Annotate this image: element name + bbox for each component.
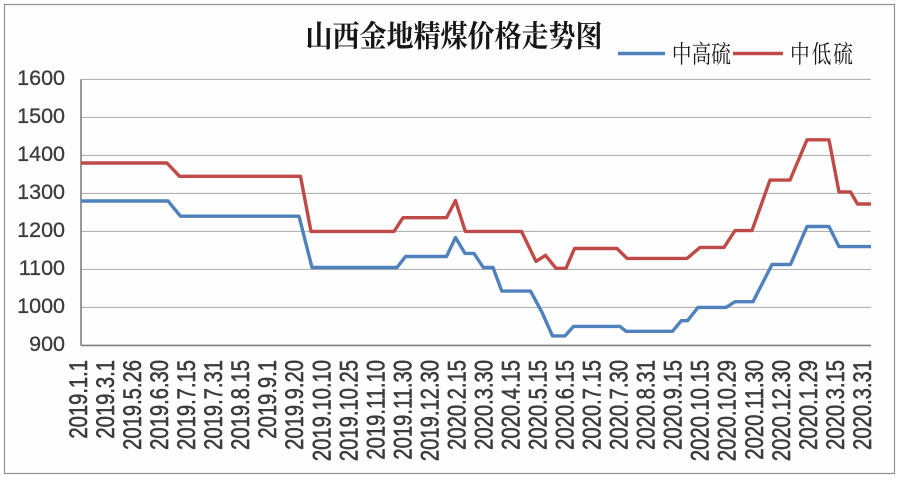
svg-text:900: 900 bbox=[29, 332, 65, 356]
svg-text:2019.11.10: 2019.11.10 bbox=[361, 360, 390, 460]
svg-text:2020.7.30: 2020.7.30 bbox=[604, 360, 633, 450]
svg-text:2019.6.30: 2019.6.30 bbox=[145, 360, 174, 450]
svg-text:1000: 1000 bbox=[17, 294, 65, 318]
svg-text:2020.11.30: 2020.11.30 bbox=[740, 360, 769, 460]
svg-text:2019.7.31: 2019.7.31 bbox=[199, 360, 228, 450]
svg-text:2020.10.29: 2020.10.29 bbox=[713, 360, 742, 461]
svg-text:2019.11.30: 2019.11.30 bbox=[388, 360, 417, 460]
svg-text:2020.3.31: 2020.3.31 bbox=[848, 360, 877, 450]
svg-text:1300: 1300 bbox=[17, 180, 65, 204]
svg-text:2019.10.10: 2019.10.10 bbox=[307, 360, 336, 461]
svg-text:1500: 1500 bbox=[17, 104, 65, 128]
svg-text:2020.12.30: 2020.12.30 bbox=[767, 360, 796, 461]
svg-text:2020.10.15: 2020.10.15 bbox=[686, 360, 715, 461]
svg-text:2020.2.15: 2020.2.15 bbox=[442, 360, 471, 450]
svg-text:2020.6.15: 2020.6.15 bbox=[550, 360, 579, 450]
svg-text:2019.9.1: 2019.9.1 bbox=[253, 360, 282, 439]
svg-text:1200: 1200 bbox=[17, 218, 65, 242]
svg-text:2019.8.15: 2019.8.15 bbox=[226, 360, 255, 450]
svg-text:2019.7.15: 2019.7.15 bbox=[172, 360, 201, 450]
svg-text:1600: 1600 bbox=[17, 66, 65, 90]
svg-text:2020.9.15: 2020.9.15 bbox=[659, 360, 688, 450]
svg-text:2020.8.31: 2020.8.31 bbox=[631, 360, 660, 450]
svg-text:2020.5.15: 2020.5.15 bbox=[523, 360, 552, 450]
svg-text:2019.12.30: 2019.12.30 bbox=[415, 360, 444, 461]
svg-text:2020.4.15: 2020.4.15 bbox=[496, 360, 525, 450]
svg-text:2020.7.15: 2020.7.15 bbox=[577, 360, 606, 450]
svg-text:1400: 1400 bbox=[17, 142, 65, 166]
svg-text:2019.5.26: 2019.5.26 bbox=[118, 360, 147, 450]
svg-text:2019.3.1: 2019.3.1 bbox=[91, 360, 120, 439]
svg-text:2020.1.29: 2020.1.29 bbox=[794, 360, 823, 450]
svg-text:2020.3.15: 2020.3.15 bbox=[821, 360, 850, 450]
svg-text:2019.1.1: 2019.1.1 bbox=[64, 360, 93, 439]
svg-text:2019.10.25: 2019.10.25 bbox=[334, 360, 363, 461]
svg-text:2019.9.20: 2019.9.20 bbox=[280, 360, 309, 450]
svg-text:1100: 1100 bbox=[19, 256, 65, 280]
svg-text:2020.3.30: 2020.3.30 bbox=[469, 360, 498, 450]
